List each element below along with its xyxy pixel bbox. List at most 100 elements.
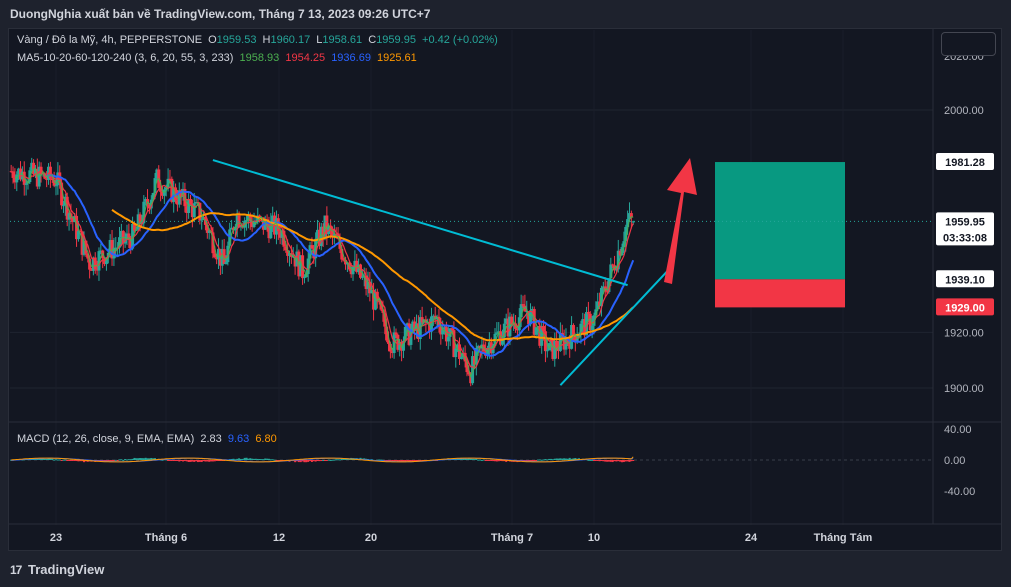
- candle: [344, 259, 348, 265]
- macd-histogram-bar: [505, 460, 508, 462]
- candle: [575, 337, 579, 343]
- time-axis-label: 12: [273, 532, 285, 544]
- macd-histogram-bar: [600, 460, 603, 461]
- macd-value: 2.83: [200, 433, 222, 445]
- ma-label: MA5-10-20-60-120-240 (3, 6, 20, 55, 3, 2…: [17, 52, 234, 64]
- candle: [321, 226, 325, 237]
- macd-histogram-bar: [245, 457, 248, 460]
- candle: [99, 250, 103, 252]
- macd-histogram-bar: [391, 460, 394, 461]
- candle: [431, 315, 435, 317]
- macd-histogram-bar: [394, 460, 397, 461]
- candle: [631, 221, 635, 223]
- candle: [118, 237, 122, 248]
- candle: [388, 343, 392, 352]
- candle: [153, 178, 157, 194]
- candle: [465, 361, 469, 373]
- time-axis-label: 24: [745, 532, 758, 544]
- candle: [284, 246, 288, 251]
- candle: [528, 310, 532, 325]
- ma-value-4: 1925.61: [377, 52, 417, 64]
- macd-histogram-bar: [501, 460, 504, 462]
- candle: [373, 291, 377, 310]
- candle: [540, 325, 544, 346]
- macd-histogram-bar: [570, 458, 573, 460]
- candle: [278, 231, 282, 238]
- candle: [50, 178, 54, 181]
- macd-histogram-bar: [493, 460, 496, 462]
- candle: [487, 342, 491, 348]
- macd-histogram-bar: [114, 459, 117, 461]
- macd-histogram-bar: [316, 460, 319, 462]
- candle: [316, 229, 320, 239]
- macd-histogram-bar: [253, 458, 256, 460]
- macd-histogram-bar: [561, 458, 564, 460]
- candle: [461, 352, 465, 357]
- macd-histogram-bar: [503, 460, 506, 462]
- candle: [381, 309, 385, 313]
- macd-histogram-bar: [266, 458, 269, 460]
- candle: [65, 196, 69, 220]
- macd-histogram-bar: [381, 459, 384, 461]
- macd-histogram-bar: [256, 458, 259, 460]
- macd-histogram-bar: [208, 460, 211, 462]
- macd-histogram-bar: [591, 459, 594, 461]
- macd-histogram-bar: [393, 460, 396, 462]
- candle: [624, 226, 628, 242]
- chart-settings-button[interactable]: [941, 32, 996, 56]
- macd-histogram-bar: [402, 460, 405, 462]
- candle: [626, 219, 630, 227]
- candle: [392, 332, 396, 354]
- macd-histogram-bar: [527, 460, 530, 462]
- macd-histogram-bar: [413, 460, 416, 462]
- candle: [581, 319, 585, 324]
- macd-histogram-bar: [465, 458, 468, 460]
- macd-histogram-bar: [183, 460, 186, 462]
- macd-histogram-bar: [133, 457, 136, 460]
- price-tick-label: 1920.00: [944, 327, 984, 339]
- candle: [325, 215, 329, 235]
- candle: [415, 323, 419, 331]
- candle: [248, 215, 252, 222]
- macd-histogram-bar: [140, 458, 143, 460]
- macd-histogram-bar: [47, 458, 50, 460]
- tradingview-icon: 17: [10, 563, 22, 577]
- candle: [48, 166, 52, 179]
- macd-histogram-bar: [68, 460, 71, 461]
- macd-histogram-bar: [137, 458, 140, 460]
- macd-histogram-bar: [30, 458, 33, 460]
- candle: [471, 356, 475, 384]
- candle: [138, 214, 142, 224]
- macd-histogram-bar: [40, 458, 43, 460]
- candle: [555, 340, 559, 351]
- candle: [439, 326, 443, 335]
- candle: [211, 232, 215, 254]
- macd-histogram-bar: [148, 458, 151, 460]
- candle: [52, 180, 56, 186]
- candle: [377, 301, 381, 303]
- macd-histogram-bar: [609, 460, 612, 462]
- candle: [274, 218, 278, 235]
- candle: [564, 338, 568, 350]
- candle: [28, 170, 32, 183]
- candle: [336, 238, 340, 240]
- macd-histogram-bar: [152, 458, 155, 460]
- candle: [407, 323, 411, 345]
- macd-histogram-bar: [251, 458, 254, 460]
- candle: [86, 253, 90, 259]
- macd-histogram-bar: [131, 458, 134, 460]
- candle: [269, 221, 273, 239]
- candle: [616, 250, 620, 270]
- candle: [155, 169, 159, 179]
- candle: [349, 269, 353, 275]
- macd-histogram-bar: [329, 459, 332, 461]
- candle: [220, 249, 224, 266]
- macd-histogram-bar: [189, 460, 192, 462]
- candle: [246, 215, 250, 221]
- candle: [383, 312, 387, 327]
- macd-histogram-bar: [535, 460, 538, 461]
- time-axis-label: Tháng 6: [145, 532, 187, 544]
- candle: [32, 162, 36, 175]
- candle: [95, 269, 99, 271]
